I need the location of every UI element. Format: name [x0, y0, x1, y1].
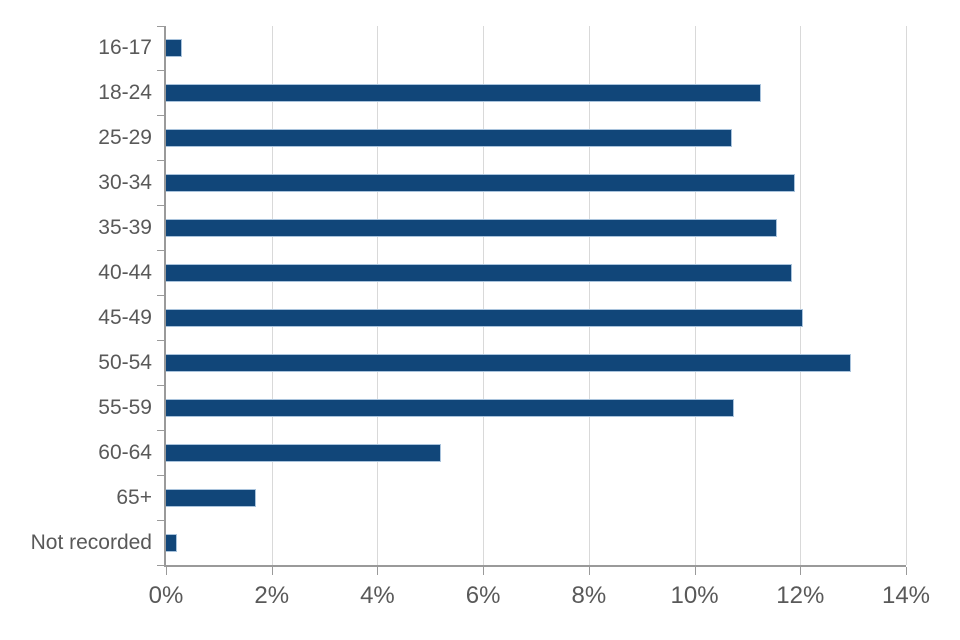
bar [166, 353, 851, 372]
bar [166, 219, 777, 238]
bar [166, 308, 803, 327]
bar-row [166, 296, 906, 341]
x-tick [166, 567, 167, 575]
y-tick [157, 205, 164, 207]
y-tick [157, 519, 164, 521]
category-label: 18-24 [98, 81, 152, 105]
gridline [483, 26, 485, 565]
bar [166, 443, 441, 462]
bar-row [166, 161, 906, 206]
bar [166, 174, 795, 193]
y-tick [157, 25, 164, 27]
y-tick [157, 295, 164, 296]
bar [166, 84, 761, 103]
y-axis-line [164, 26, 166, 565]
category-label: 55-59 [98, 395, 152, 419]
bar-row [166, 26, 906, 71]
y-tick [157, 115, 164, 117]
x-tick [800, 567, 802, 575]
bar-row [166, 71, 906, 116]
y-tick [157, 474, 164, 476]
category-label: 35-39 [98, 216, 152, 240]
y-tick [157, 564, 164, 566]
y-tick [157, 250, 164, 252]
bar-row [166, 206, 906, 251]
category-label: 45-49 [98, 305, 152, 329]
category-label: 65+ [116, 485, 152, 509]
bar [166, 533, 177, 552]
bar-row [166, 520, 906, 565]
y-tick [157, 429, 164, 431]
bar [166, 398, 735, 417]
category-label: 25-29 [98, 126, 152, 150]
bar-rows [166, 26, 906, 565]
bar [166, 39, 182, 58]
x-tick-label: 14% [881, 582, 931, 609]
x-axis-labels: 0% 2% 4% 6% 8% 10% 12% 14% [149, 582, 930, 612]
x-tick [906, 567, 907, 575]
x-tick [694, 567, 696, 575]
x-tick-label: 2% [254, 582, 290, 609]
category-label: 50-54 [98, 350, 152, 374]
gridline [377, 26, 379, 565]
plot-area [157, 25, 907, 575]
bar-row [166, 340, 906, 385]
gridline [800, 26, 802, 565]
bar-row [166, 251, 906, 296]
x-tick [271, 567, 273, 575]
gridline [694, 26, 696, 565]
bar [166, 488, 256, 507]
x-tick [377, 567, 379, 575]
category-label: 30-34 [98, 171, 152, 195]
x-tick-label: 8% [571, 582, 607, 609]
bar [166, 264, 793, 283]
x-tick [483, 567, 485, 575]
category-labels: 16-17 18-24 25-29 30-34 35-39 40-44 45-49 50-54… [0, 26, 152, 565]
x-tick-label: 6% [465, 582, 501, 609]
x-tick-label: 0% [148, 582, 184, 609]
category-label: 16-17 [98, 36, 152, 60]
x-axis-line [164, 565, 906, 567]
category-label: 60-64 [98, 440, 152, 464]
y-tick [157, 384, 164, 386]
y-tick [157, 160, 164, 162]
x-tick-label: 12% [776, 582, 825, 609]
gridline [906, 26, 907, 565]
bar-row [166, 475, 906, 520]
bar-row [166, 385, 906, 430]
category-label: Not recorded [30, 530, 152, 554]
y-tick [157, 70, 164, 72]
bar-row [166, 116, 906, 161]
x-tick [588, 567, 590, 575]
x-tick-label: 10% [670, 582, 719, 609]
x-tick-label: 4% [360, 582, 395, 609]
gridline [271, 26, 273, 565]
gridline [588, 26, 590, 565]
bar-row [166, 430, 906, 475]
y-tick [157, 339, 164, 341]
category-label: 40-44 [98, 261, 152, 285]
bar [166, 129, 732, 148]
